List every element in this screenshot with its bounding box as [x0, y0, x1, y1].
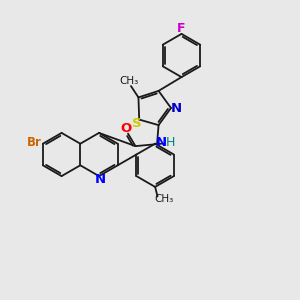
Text: N: N: [156, 136, 167, 149]
Text: S: S: [132, 117, 142, 130]
Text: Br: Br: [27, 136, 42, 149]
Text: CH₃: CH₃: [154, 194, 174, 204]
Text: N: N: [171, 101, 182, 115]
Text: CH₃: CH₃: [120, 76, 139, 85]
Text: F: F: [177, 22, 186, 35]
Text: N: N: [94, 173, 106, 186]
Text: O: O: [121, 122, 132, 135]
Text: H: H: [166, 136, 175, 149]
